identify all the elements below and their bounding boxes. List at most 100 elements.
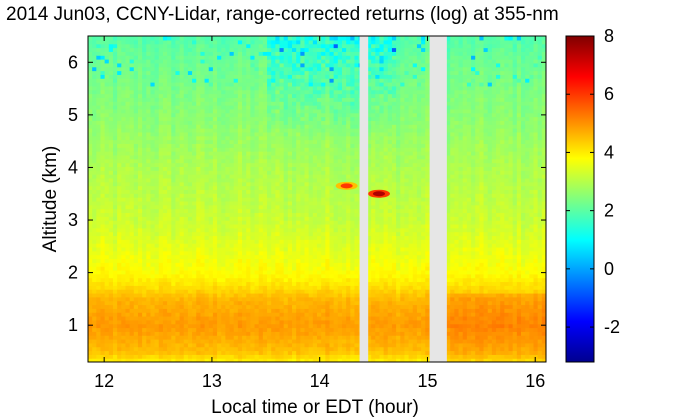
heatmap-cell: [104, 269, 110, 275]
heatmap-cell: [325, 78, 331, 83]
heatmap-cell: [150, 354, 156, 359]
heatmap-cell: [254, 62, 260, 68]
heatmap-cell: [146, 335, 152, 340]
heatmap-cell: [162, 227, 168, 233]
heatmap-cell: [287, 216, 293, 221]
heatmap-cell: [229, 120, 235, 125]
heatmap-cell: [96, 43, 102, 49]
heatmap-cell: [142, 124, 147, 129]
heatmap-cell: [146, 296, 152, 302]
heatmap-cell: [196, 181, 202, 187]
heatmap-cell: [104, 147, 110, 152]
heatmap-cell: [125, 277, 131, 283]
heatmap-cell: [321, 139, 326, 144]
heatmap-cell: [175, 246, 181, 252]
heatmap-cell: [275, 216, 281, 221]
heatmap-cell: [279, 266, 285, 271]
heatmap-cell: [192, 266, 197, 271]
heatmap-cell: [300, 243, 306, 248]
heatmap-cell: [183, 43, 189, 49]
heatmap-cell: [229, 39, 235, 45]
heatmap-cell: [154, 239, 160, 244]
heatmap-cell: [125, 70, 131, 75]
heatmap-cell: [329, 216, 335, 221]
heatmap-cell: [96, 82, 102, 87]
heatmap-cell: [258, 135, 264, 141]
heatmap-cell: [312, 189, 318, 194]
heatmap-cell: [221, 277, 226, 283]
heatmap-cell: [108, 350, 114, 355]
heatmap-cell: [183, 166, 189, 171]
heatmap-cell: [192, 135, 197, 141]
heatmap-cell: [246, 269, 251, 275]
heatmap-cell: [96, 319, 102, 325]
heatmap-cell: [317, 181, 322, 187]
heatmap-cell: [171, 273, 177, 279]
heatmap-cell: [112, 216, 118, 221]
heatmap-cell: [150, 262, 156, 267]
heatmap-cell: [162, 258, 168, 263]
heatmap-cell: [321, 300, 326, 306]
heatmap-cell: [183, 269, 189, 275]
heatmap-cell: [250, 254, 256, 260]
heatmap-cell: [150, 273, 156, 279]
heatmap-cell: [187, 108, 193, 114]
heatmap-cell: [221, 220, 226, 225]
heatmap-cell: [283, 354, 289, 359]
heatmap-cell: [158, 250, 164, 256]
heatmap-cell: [183, 354, 189, 359]
heatmap-cell: [117, 243, 122, 248]
heatmap-cell: [121, 166, 127, 171]
heatmap-cell: [279, 55, 285, 60]
heatmap-cell: [304, 82, 310, 87]
heatmap-cell: [96, 139, 102, 144]
heatmap-cell: [179, 335, 185, 340]
heatmap-cell: [308, 258, 314, 263]
heatmap-cell: [279, 139, 285, 144]
heatmap-cell: [254, 227, 260, 233]
heatmap-cell: [92, 235, 97, 240]
heatmap-cell: [221, 105, 226, 110]
heatmap-cell: [279, 243, 285, 248]
heatmap-cell: [96, 239, 102, 244]
heatmap-cell: [179, 216, 185, 221]
heatmap-cell: [287, 350, 293, 355]
heatmap-cell: [246, 300, 251, 306]
heatmap-cell: [96, 200, 102, 206]
heatmap-cell: [296, 189, 301, 194]
heatmap-cell: [158, 131, 164, 137]
heatmap-cell: [271, 124, 276, 129]
heatmap-cell: [142, 285, 147, 290]
heatmap-cell: [250, 338, 256, 344]
heatmap-cell: [125, 335, 131, 340]
heatmap-cell: [137, 108, 143, 114]
heatmap-cell: [267, 358, 272, 362]
heatmap-cell: [279, 43, 285, 49]
heatmap-cell: [133, 51, 139, 56]
heatmap-cell: [237, 108, 243, 114]
heatmap-cell: [321, 273, 326, 279]
heatmap-cell: [171, 285, 177, 290]
heatmap-cell: [287, 70, 293, 75]
heatmap-cell: [329, 346, 335, 352]
heatmap-cell: [171, 300, 177, 306]
heatmap-cell: [296, 74, 301, 79]
heatmap-cell: [229, 89, 235, 95]
heatmap-cell: [217, 174, 222, 179]
heatmap-cell: [133, 212, 139, 217]
heatmap-cell: [204, 158, 210, 164]
heatmap-cell: [162, 296, 168, 302]
heatmap-cell: [250, 135, 256, 141]
heatmap-cell: [229, 74, 235, 79]
heatmap-cell: [317, 281, 322, 286]
heatmap-cell: [233, 281, 239, 286]
heatmap-cell: [217, 269, 222, 275]
heatmap-cell: [179, 254, 185, 260]
heatmap-cell: [271, 227, 276, 233]
heatmap-cell: [258, 212, 264, 217]
heatmap-cell: [317, 108, 322, 114]
heatmap-cell: [117, 338, 122, 344]
heatmap-cell: [296, 266, 301, 271]
heatmap-cell: [108, 97, 114, 102]
heatmap-cell: [133, 39, 139, 45]
